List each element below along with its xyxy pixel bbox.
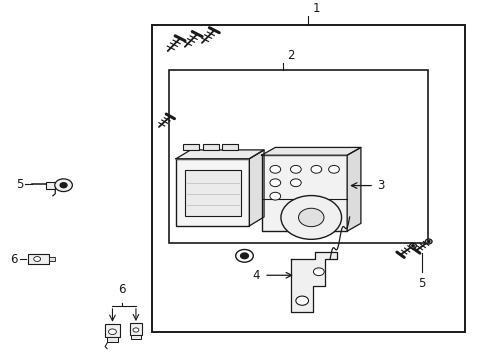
Circle shape <box>409 243 415 248</box>
Circle shape <box>269 192 280 200</box>
Circle shape <box>313 268 324 276</box>
Bar <box>176 159 249 226</box>
Bar <box>130 334 141 339</box>
Text: 5: 5 <box>16 177 23 191</box>
Polygon shape <box>249 150 264 226</box>
Circle shape <box>290 166 301 173</box>
Bar <box>261 155 346 231</box>
Text: 6: 6 <box>118 283 126 296</box>
Bar <box>183 144 199 150</box>
Circle shape <box>295 296 308 305</box>
Bar <box>203 144 218 150</box>
Circle shape <box>240 253 248 259</box>
Circle shape <box>425 239 431 244</box>
Bar <box>46 182 55 189</box>
Text: 6: 6 <box>10 252 18 266</box>
Text: 4: 4 <box>252 269 260 282</box>
Circle shape <box>310 166 321 173</box>
Text: 2: 2 <box>286 49 294 62</box>
Circle shape <box>133 328 139 332</box>
Circle shape <box>60 183 67 188</box>
Circle shape <box>290 179 301 186</box>
Bar <box>106 337 118 342</box>
Bar <box>105 324 120 337</box>
Circle shape <box>427 240 429 242</box>
Circle shape <box>269 179 280 186</box>
Bar <box>28 254 49 264</box>
Circle shape <box>55 179 72 192</box>
Circle shape <box>269 166 280 173</box>
Bar <box>222 144 238 150</box>
Polygon shape <box>261 148 360 155</box>
Bar <box>151 24 464 332</box>
Text: 5: 5 <box>417 277 425 290</box>
Polygon shape <box>176 150 264 159</box>
Bar <box>168 71 427 243</box>
Text: 1: 1 <box>312 2 320 15</box>
Bar <box>129 323 142 334</box>
Circle shape <box>235 249 253 262</box>
Circle shape <box>108 329 116 334</box>
Text: 3: 3 <box>377 179 384 192</box>
Circle shape <box>298 208 324 227</box>
Circle shape <box>328 166 339 173</box>
Bar <box>184 170 240 216</box>
Polygon shape <box>290 252 337 312</box>
Circle shape <box>280 195 341 239</box>
Circle shape <box>411 245 413 247</box>
Circle shape <box>34 257 41 261</box>
Polygon shape <box>346 148 360 231</box>
Bar <box>49 257 55 261</box>
